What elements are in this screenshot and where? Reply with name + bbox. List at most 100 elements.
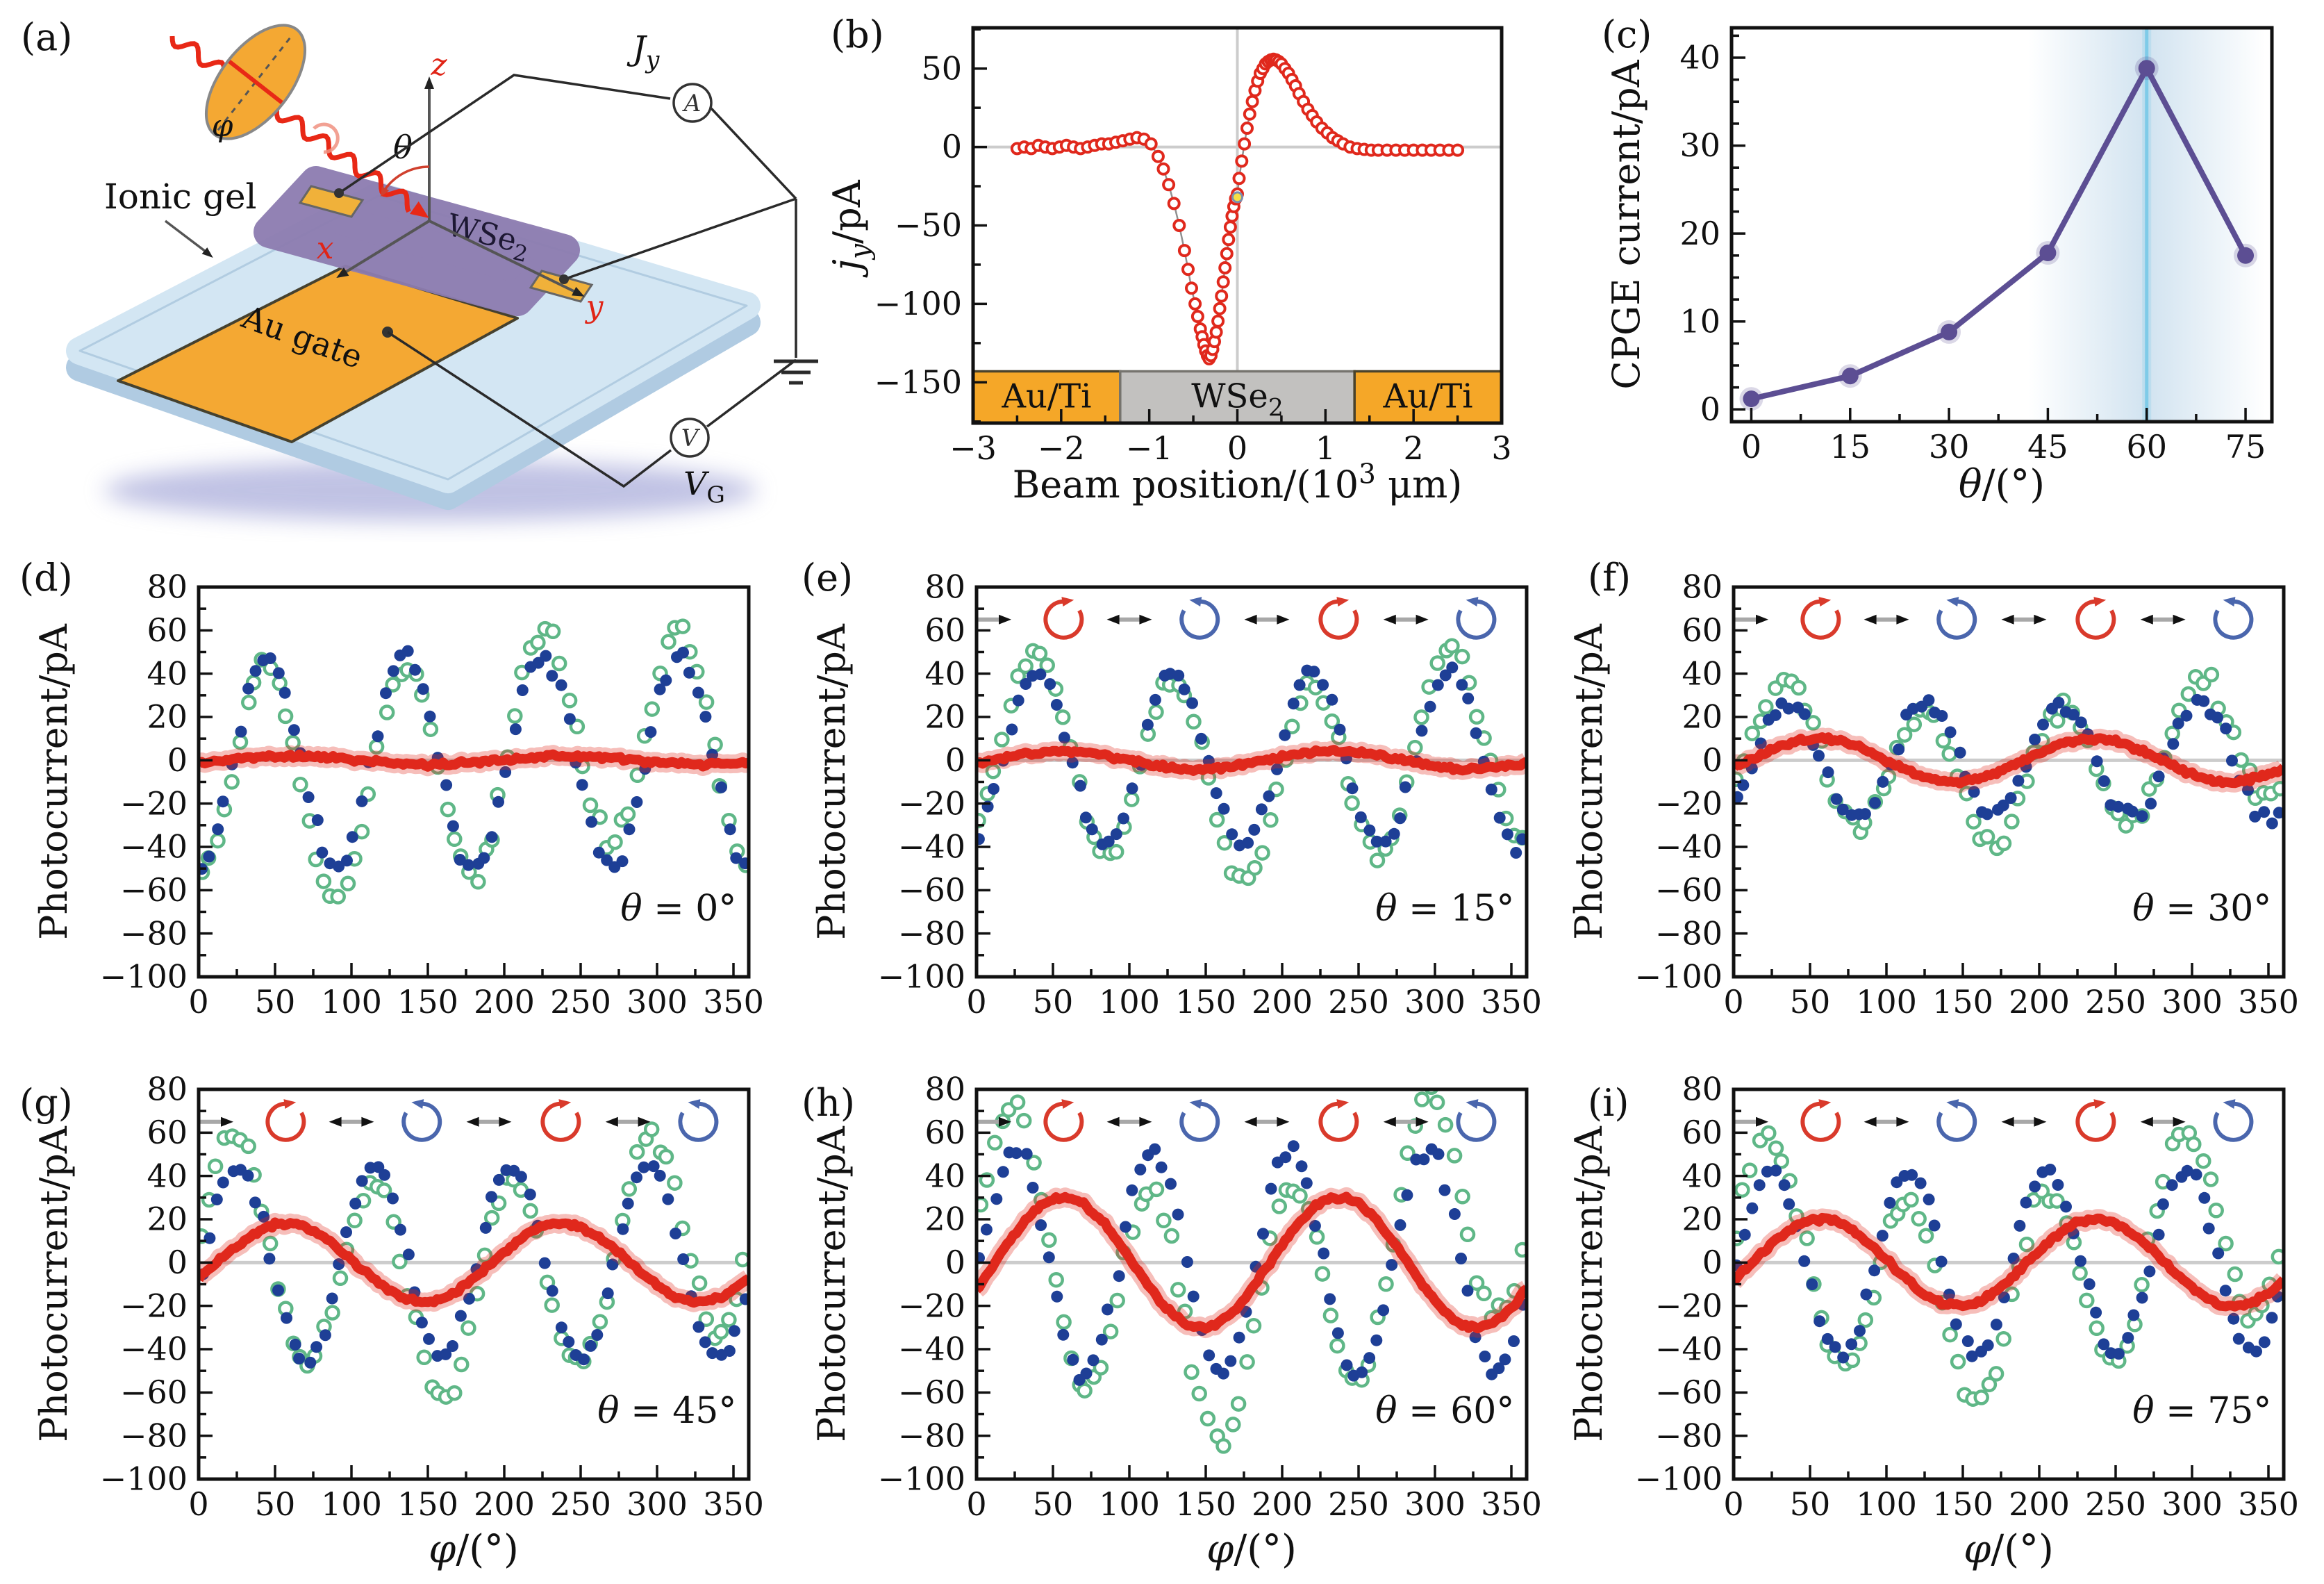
svg-text:0: 0	[1723, 983, 1743, 1021]
svg-text:100: 100	[321, 1485, 382, 1523]
svg-text:40: 40	[1682, 1157, 1723, 1194]
svg-text:θ: θ	[393, 129, 413, 166]
svg-text:CPGE current/pA: CPGE current/pA	[1604, 59, 1648, 389]
svg-text:10: 10	[1679, 302, 1720, 340]
svg-text:−40: −40	[898, 828, 965, 866]
svg-text:80: 80	[1682, 1073, 1723, 1108]
svg-text:80: 80	[924, 568, 965, 606]
svg-text:50: 50	[921, 49, 962, 87]
svg-text:−100: −100	[1635, 1460, 1723, 1498]
svg-text:250: 250	[550, 1485, 611, 1523]
svg-text:−80: −80	[120, 1417, 188, 1454]
svg-text:40: 40	[147, 654, 188, 692]
svg-text:θ = 30°: θ = 30°	[2132, 888, 2271, 930]
svg-text:150: 150	[1175, 983, 1236, 1021]
svg-text:−50: −50	[895, 206, 962, 244]
svg-text:200: 200	[474, 983, 535, 1021]
svg-text:250: 250	[1328, 983, 1389, 1021]
svg-text:200: 200	[1252, 1485, 1313, 1523]
svg-text:2: 2	[1404, 429, 1424, 467]
svg-text:−20: −20	[1655, 784, 1723, 822]
svg-text:−100: −100	[878, 958, 965, 996]
svg-text:50: 50	[1790, 1485, 1831, 1523]
svg-text:60: 60	[924, 1114, 965, 1151]
svg-text:θ = 45°: θ = 45°	[597, 1390, 736, 1432]
svg-text:WSe2: WSe2	[1191, 377, 1284, 422]
panel-i-photocurrent-chart: 0 50 100 150 200 250 300 350 80 60 40 20 0 −20 −40 −60−…	[1556, 1073, 2324, 1584]
panel-letter-i: (i)	[1588, 1081, 1629, 1125]
panel-h-photocurrent-chart: 0 50 100 150 200 250 300 350 80 60 40 20 0 −20 −40 −60−…	[778, 1073, 1556, 1584]
svg-text:Photocurrent/pA: Photocurrent/pA	[810, 623, 854, 940]
svg-text:−20: −20	[120, 784, 188, 822]
svg-text:20: 20	[147, 698, 188, 736]
svg-text:150: 150	[397, 983, 458, 1021]
svg-text:0: 0	[167, 741, 188, 779]
svg-text:−80: −80	[1655, 914, 1723, 952]
svg-text:0: 0	[1700, 390, 1720, 428]
svg-text:60: 60	[2126, 428, 2167, 465]
svg-text:−100: −100	[100, 1460, 188, 1498]
svg-text:300: 300	[2161, 983, 2223, 1021]
svg-text:3: 3	[1491, 429, 1511, 467]
svg-text:0: 0	[942, 128, 962, 165]
svg-text:V: V	[681, 424, 701, 452]
svg-text:80: 80	[147, 1073, 188, 1108]
svg-text:300: 300	[626, 1485, 688, 1523]
svg-text:150: 150	[397, 1485, 458, 1523]
svg-text:Photocurrent/pA: Photocurrent/pA	[1567, 623, 1611, 940]
svg-text:250: 250	[1328, 1485, 1389, 1523]
svg-text:−40: −40	[898, 1330, 965, 1368]
svg-text:y: y	[585, 289, 604, 324]
svg-text:−3: −3	[949, 429, 997, 467]
svg-text:0: 0	[945, 741, 965, 779]
svg-text:0: 0	[945, 1244, 965, 1281]
svg-text:0: 0	[966, 1485, 986, 1523]
panel-letter-f: (f)	[1588, 556, 1632, 600]
svg-text:20: 20	[924, 1201, 965, 1238]
svg-text:−40: −40	[1655, 1330, 1723, 1368]
svg-text:15: 15	[1830, 428, 1871, 465]
svg-text:300: 300	[1404, 1485, 1466, 1523]
svg-text:−80: −80	[898, 914, 965, 952]
svg-text:φ/(°): φ/(°)	[429, 1527, 519, 1572]
svg-text:350: 350	[1481, 983, 1542, 1021]
svg-text:20: 20	[1682, 698, 1723, 736]
svg-text:40: 40	[1679, 39, 1720, 76]
svg-text:−150: −150	[874, 363, 962, 401]
svg-text:60: 60	[147, 1114, 188, 1151]
beam-scan-plot: Au/Ti WSe2 Au/Ti−3 −2 −1 0 1 2 3500−50−100−150Be…	[825, 26, 1512, 506]
svg-text:−20: −20	[120, 1287, 188, 1324]
photocurrent-plot-d: 0 50 100 150 200 250 300 350806040200−20−40−60−…	[32, 568, 764, 1021]
svg-text:200: 200	[2009, 983, 2070, 1021]
svg-text:−40: −40	[120, 828, 188, 866]
svg-text:350: 350	[703, 983, 764, 1021]
svg-text:50: 50	[255, 1485, 296, 1523]
svg-text:80: 80	[1682, 568, 1723, 606]
svg-text:A: A	[682, 90, 702, 117]
svg-text:0: 0	[1702, 1244, 1723, 1281]
svg-text:θ = 60°: θ = 60°	[1375, 1390, 1514, 1432]
panel-f-photocurrent-chart: 0 50 100 150 200 250 300 350 80 60 40 20 0 −20 −40 −60−…	[1556, 542, 2324, 1073]
svg-text:−40: −40	[120, 1330, 188, 1368]
svg-text:−100: −100	[1635, 958, 1723, 996]
svg-text:45: 45	[2027, 428, 2068, 465]
svg-text:0: 0	[188, 1485, 208, 1523]
svg-text:100: 100	[321, 983, 382, 1021]
svg-text:Au/Ti: Au/Ti	[1001, 377, 1091, 415]
svg-text:−60: −60	[1655, 871, 1723, 909]
panel-letter-d: (d)	[19, 556, 73, 600]
svg-text:−2: −2	[1038, 429, 1085, 467]
svg-text:Ionic gel: Ionic gel	[104, 176, 257, 217]
svg-text:350: 350	[703, 1485, 764, 1523]
svg-text:20: 20	[924, 698, 965, 736]
cpge-vs-theta-plot: 0 15 30 45 60 75 0 10 20 30 40 θ/(°) CPGE current/pA	[1604, 26, 2274, 507]
svg-text:Au/Ti: Au/Ti	[1383, 377, 1473, 415]
svg-text:Photocurrent/pA: Photocurrent/pA	[810, 1125, 854, 1442]
svg-text:30: 30	[1679, 126, 1720, 164]
svg-text:θ = 75°: θ = 75°	[2132, 1390, 2271, 1432]
panel-letter-e: (e)	[802, 556, 854, 600]
svg-text:40: 40	[147, 1157, 188, 1194]
svg-text:20: 20	[1679, 215, 1720, 252]
panel-e-photocurrent-chart: 0 50 100 150 200 250 300 350 80 60 40 20 0 −20 −40 −60−…	[778, 542, 1556, 1073]
